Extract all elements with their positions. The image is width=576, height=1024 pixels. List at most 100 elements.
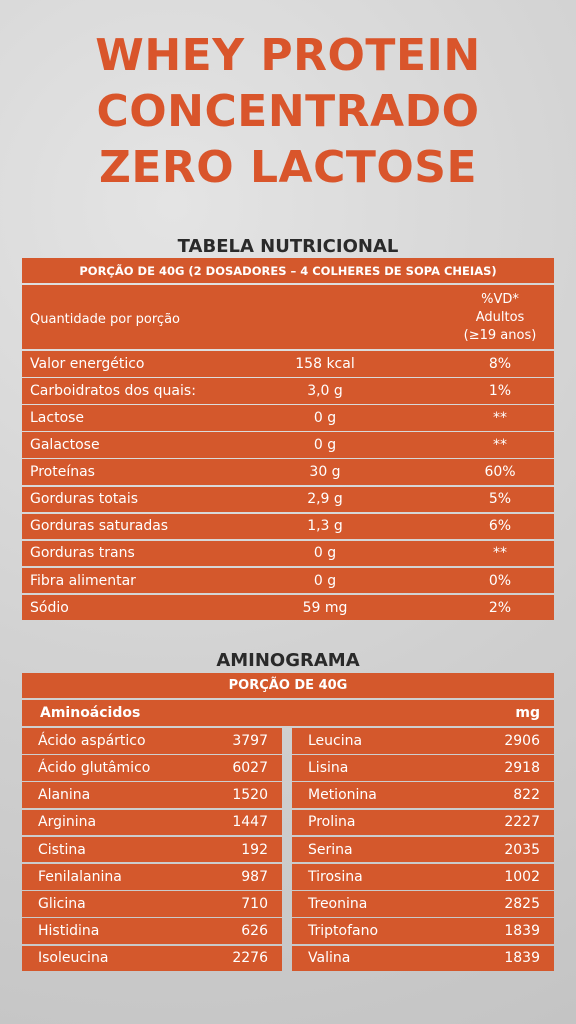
header-vd: Adultos — [475, 309, 525, 325]
nutrient-vd: ** — [493, 545, 507, 562]
amino-name: Treonina — [308, 895, 368, 912]
amino-name: Isoleucina — [38, 950, 109, 967]
amino-name: Tirosina — [308, 868, 363, 885]
amino-value: 1447 — [232, 814, 268, 831]
table-row — [22, 728, 282, 754]
amino-value: 2825 — [504, 895, 540, 912]
table-row — [22, 594, 554, 621]
table-row — [22, 459, 554, 485]
nutrient-name: Lactose — [30, 409, 85, 426]
header-row — [22, 285, 554, 349]
amino-name: Serina — [308, 841, 353, 858]
amino-value: 2035 — [504, 841, 540, 858]
amino-value: 2918 — [504, 759, 540, 776]
nutrient-name: Valor energético — [30, 355, 145, 372]
table-row — [292, 809, 554, 836]
amino-value: 192 — [241, 841, 268, 858]
nutrient-vd: 8% — [488, 355, 512, 372]
amino-name: Metionina — [308, 787, 377, 804]
nutrient-vd: 5% — [488, 491, 512, 508]
table-row — [22, 486, 554, 512]
nutrient-name: Gorduras saturadas — [30, 518, 169, 535]
table-row — [22, 513, 554, 540]
section-heading: TABELA NUTRICIONAL — [177, 236, 399, 257]
nutrient-vd: 2% — [488, 599, 512, 616]
nutrient-vd: 6% — [488, 518, 512, 535]
table-row — [22, 378, 554, 404]
table-row — [22, 836, 282, 863]
table-row — [292, 782, 554, 808]
amino-value: 1002 — [504, 868, 540, 885]
amino-name: Fenilalanina — [38, 868, 122, 885]
nutrient-vd: ** — [493, 409, 507, 426]
table-row — [292, 918, 554, 944]
nutrient-vd: ** — [493, 437, 507, 454]
nutrient-amount: 2,9 g — [307, 491, 343, 508]
amino-value: 987 — [241, 868, 268, 885]
amino-name: Cistina — [38, 841, 86, 858]
table-row — [292, 864, 554, 890]
nutrient-amount: 1,3 g — [307, 518, 343, 535]
table-row — [292, 728, 554, 754]
table-row — [22, 567, 554, 594]
table-row — [22, 755, 282, 781]
nutrient-amount: 59 mg — [302, 599, 348, 616]
title-line: ZERO LACTOSE — [98, 142, 478, 193]
table-row — [22, 405, 554, 431]
amino-name: Ácido glutâmico — [38, 759, 151, 776]
nutrient-amount: 0 g — [313, 572, 337, 589]
nutrient-name: Carboidratos dos quais: — [30, 382, 196, 399]
nutrient-name: Gorduras totais — [30, 491, 139, 508]
amino-value: 822 — [513, 787, 540, 804]
table-row — [22, 945, 282, 972]
header-vd: (≥19 anos) — [463, 327, 537, 343]
table-row — [22, 782, 282, 808]
header-label: Aminoácidos — [40, 705, 141, 721]
table-row — [22, 540, 554, 567]
table-row — [22, 809, 282, 836]
amino-value: 1839 — [504, 923, 540, 940]
amino-value: 3797 — [232, 732, 268, 749]
nutrient-vd: 60% — [484, 464, 516, 481]
amino-value: 2906 — [504, 732, 540, 749]
amino-name: Glicina — [38, 895, 86, 912]
nutrient-amount: 30 g — [309, 464, 341, 481]
portion-row: PORÇÃO DE 40G — [22, 673, 554, 698]
table-row — [292, 891, 554, 917]
table-row — [22, 891, 282, 917]
table-row — [22, 864, 282, 890]
header-unit: mg — [515, 705, 540, 721]
nutrient-vd: 0% — [488, 572, 512, 589]
header-label: Quantidade por porção — [30, 311, 181, 327]
amino-value: 2276 — [232, 950, 268, 967]
section-heading: AMINOGRAMA — [216, 650, 360, 671]
amino-name: Lisina — [308, 759, 349, 776]
header-vd: %VD* — [481, 291, 519, 307]
nutrient-name: Fibra alimentar — [30, 572, 136, 589]
nutrient-vd: 1% — [488, 382, 512, 399]
table-row — [292, 945, 554, 972]
nutrient-name: Proteínas — [30, 464, 95, 481]
header-row — [22, 700, 554, 726]
nutrient-amount: 0 g — [313, 545, 337, 562]
amino-value: 710 — [241, 895, 268, 912]
table-row — [292, 836, 554, 863]
amino-name: Valina — [308, 950, 351, 967]
nutrient-amount: 0 g — [313, 437, 337, 454]
nutrient-name: Sódio — [30, 599, 69, 616]
amino-name: Prolina — [308, 814, 356, 831]
nutrient-amount: 158 kcal — [295, 355, 355, 372]
amino-value: 626 — [241, 923, 268, 940]
amino-value: 1839 — [504, 950, 540, 967]
amino-name: Histidina — [38, 923, 100, 940]
amino-name: Triptofano — [308, 923, 379, 940]
title-line: WHEY PROTEIN — [95, 30, 481, 81]
amino-value: 1520 — [232, 787, 268, 804]
amino-name: Leucina — [308, 732, 363, 749]
amino-name: Alanina — [38, 787, 91, 804]
table-row — [22, 432, 554, 458]
table-row — [22, 351, 554, 377]
title-line: CONCENTRADO — [96, 86, 480, 137]
nutrient-name: Gorduras trans — [30, 545, 135, 562]
